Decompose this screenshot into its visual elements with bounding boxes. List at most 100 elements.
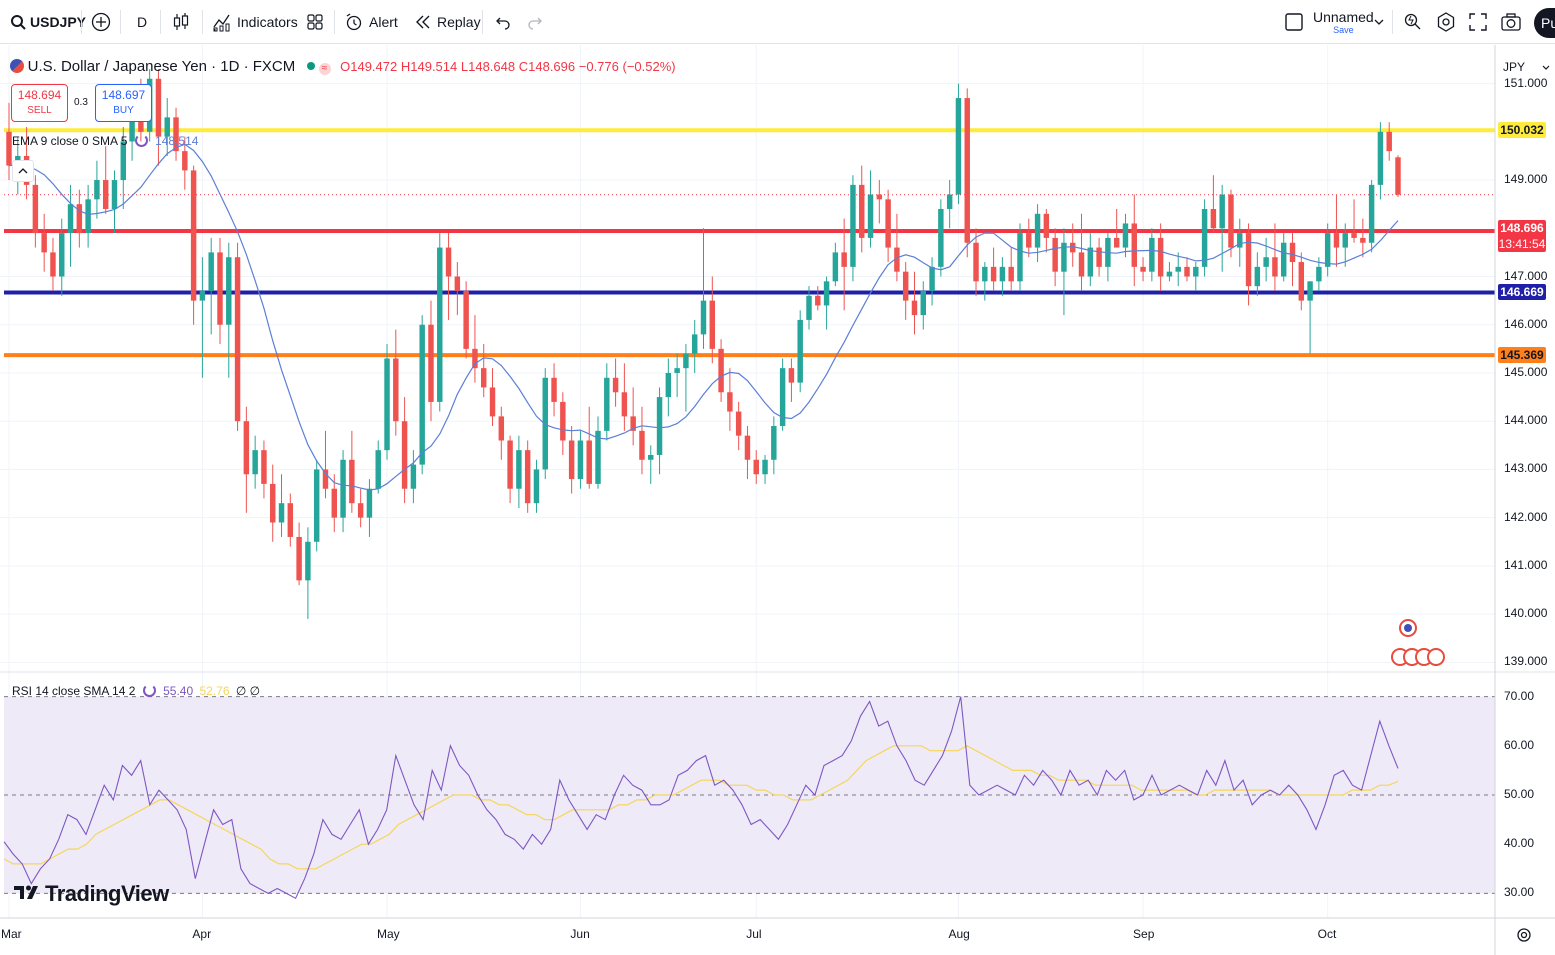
grid [0,45,1495,918]
replay-button[interactable]: Replay [414,0,481,44]
candle-body [859,184,865,238]
buy-button[interactable]: 148.697 BUY [95,84,152,122]
ema-legend-value: 148.514 [155,134,199,148]
candle-body [648,454,654,460]
candle-body [437,247,443,402]
price-tick-label: 140.000 [1504,606,1548,621]
candle-body [67,204,74,234]
alert-button[interactable]: Alert [344,0,398,44]
rsi-legend-label: RSI 14 close SMA 14 2 [12,684,136,698]
candle-body [639,430,645,460]
redo-button[interactable] [527,0,543,44]
candle-body [226,257,232,325]
candle-body [1026,233,1032,248]
ohlc-low: L148.648 [460,59,516,74]
candle-body [366,488,373,518]
candle-body [375,450,381,489]
bar-countdown: 13:41:54 [1498,237,1546,251]
candle-body [1122,223,1129,248]
layout-save-status: Save [1333,24,1354,35]
ohlc-change: −0.776 (−0.52%) [578,59,676,74]
candle-body [94,180,100,200]
candle-body [6,131,12,166]
rsi-legend[interactable]: RSI 14 close SMA 14 2 55.40 52.76 ∅ ∅ [12,684,260,698]
snapshot-button[interactable] [1500,0,1522,44]
layout-select-checkbox[interactable] [1284,0,1304,44]
chart-type-button[interactable] [172,0,190,44]
currency-select[interactable]: JPY [1503,60,1550,74]
candle-body [1096,247,1102,267]
compare-symbol-button[interactable] [91,0,111,44]
candle-body [674,368,680,373]
indicators-button[interactable]: Indicators [212,0,298,44]
sell-label: SELL [27,105,52,116]
candle-body [261,450,267,484]
level-price-label: 146.669 [1498,284,1546,301]
candle-body [771,426,777,460]
candle-body [744,435,751,460]
candle-body [1193,266,1199,277]
candle-body [1184,266,1190,277]
tradingview-watermark[interactable]: TradingView [14,881,169,907]
templates-icon [306,13,324,31]
time-tick-label: Oct [1317,927,1337,941]
candle-body [480,368,487,388]
collapse-legend-button[interactable] [12,160,34,182]
candle-body [349,459,355,504]
candle-body [982,266,988,282]
level-price-label: 150.032 [1498,122,1546,139]
candle-body [1157,237,1164,277]
candle-body [287,503,294,537]
event-markers[interactable] [1391,619,1445,666]
candle-body [894,247,900,272]
horizontal-levels[interactable] [4,128,1495,358]
layout-name-button[interactable]: Unnamed Save [1313,0,1374,44]
candle-body [331,488,337,518]
candle-body [1333,233,1340,248]
candle-body [305,541,311,581]
rsi-sma-line [3,745,1399,870]
candle-body [823,281,830,306]
ema-legend[interactable]: EMA 9 close 0 SMA 5 148.514 [12,134,198,148]
candle-body [516,450,522,489]
symbol-title[interactable]: U.S. Dollar / Japanese Yen · 1D · FXCM [27,58,296,75]
rsi-extra-values: ∅ ∅ [235,684,261,698]
settings-button[interactable] [1436,0,1456,44]
indicator-templates-button[interactable] [306,0,324,44]
candle-body [243,421,250,475]
price-tick-label: 142.000 [1504,509,1548,524]
time-tick-label: Jun [570,927,590,941]
candle-body [867,194,874,238]
candle-body [1342,233,1348,248]
undo-button[interactable] [495,0,511,44]
sell-button[interactable]: 148.694 SELL [11,84,68,122]
time-axis-settings-button[interactable] [1515,926,1533,949]
snapshot-icon [1500,12,1522,32]
time-tick-label: Aug [948,927,970,941]
candle-body [779,368,786,427]
symbol-search-button[interactable]: USDJPY [10,0,86,44]
candle-body [551,377,557,402]
rsi-tick-label: 30.00 [1504,885,1535,900]
candle-body [340,459,346,518]
candle-body [1280,242,1287,277]
candle-body [1298,262,1305,301]
interval-button[interactable]: D [137,14,148,30]
fullscreen-button[interactable] [1469,0,1487,44]
last-price-value: 148.696 [1500,221,1544,235]
candle-body [1201,208,1208,267]
chart-canvas[interactable] [0,45,1555,955]
symbol-label: USDJPY [30,14,87,30]
candle-body [973,242,979,282]
quick-search-button[interactable] [1403,0,1423,44]
candle-body [990,266,997,282]
candle-body [911,300,918,316]
price-tick-label: 149.000 [1504,172,1548,187]
publish-button[interactable]: Pu [1534,8,1555,38]
candle-body [1166,271,1173,277]
candle-body [621,392,628,417]
replay-label: Replay [437,14,481,30]
ema-legend-label: EMA 9 close 0 SMA 5 [12,134,128,148]
layout-menu-button[interactable] [1374,0,1384,44]
candle-body [173,117,179,152]
